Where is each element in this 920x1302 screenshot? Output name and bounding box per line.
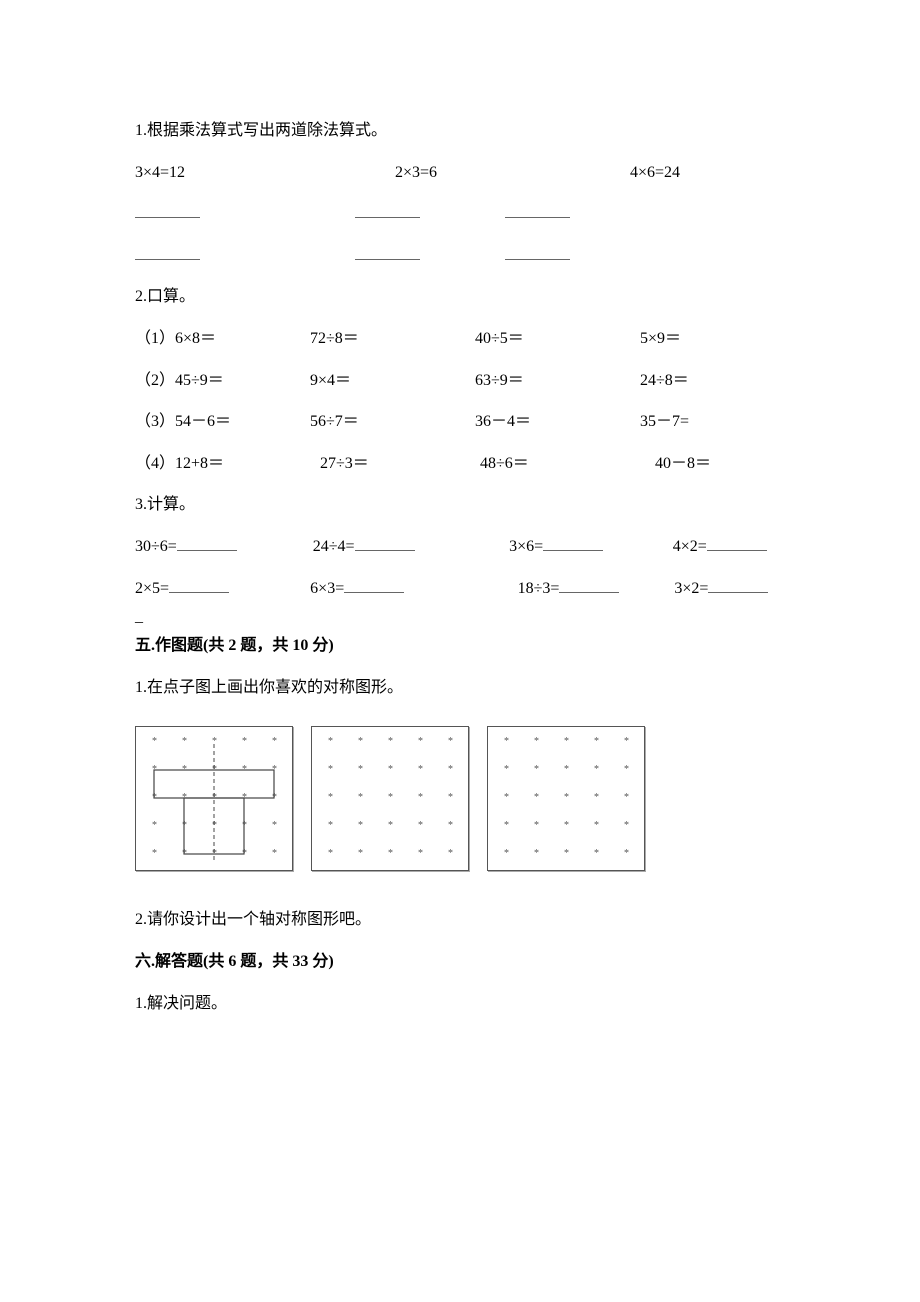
blank [505, 193, 655, 235]
dot-grid-3: ************************* [487, 726, 645, 871]
calc-item: 36－4＝ [475, 401, 640, 443]
calc-item: 3×6= [509, 526, 673, 568]
calc-item: （2）45÷9＝ [135, 360, 310, 402]
blank [135, 193, 355, 235]
dot-grid-1: ************************* [135, 726, 293, 871]
calc-item: 24÷4= [313, 526, 509, 568]
calc-item: 4×2= [673, 526, 785, 568]
sec6-header: 六.解答题(共 6 题，共 33 分) [135, 941, 785, 983]
calc-item: 72÷8＝ [310, 318, 475, 360]
calc-item: （1）6×8＝ [135, 318, 310, 360]
q2-row: （4）12+8＝ 27÷3＝ 48÷6＝ 40－8＝ [135, 443, 785, 485]
calc-item: 56÷7＝ [310, 401, 475, 443]
q1-items: 3×4=12 2×3=6 4×6=24 [135, 152, 785, 194]
q3-title: 3.计算。 [135, 484, 785, 526]
sec5-header: 五.作图题(共 2 题，共 10 分) [135, 625, 785, 667]
calc-item: 6×3= [310, 568, 517, 610]
calc-item: （3）54－6＝ [135, 401, 310, 443]
calc-item: 40－8＝ [655, 443, 775, 485]
sec6-q1: 1.解决问题。 [135, 983, 785, 1025]
calc-item: 2×5= [135, 568, 310, 610]
calc-item: 35－7= [640, 401, 780, 443]
calc-item: 40÷5＝ [475, 318, 640, 360]
q2-title: 2.口算。 [135, 276, 785, 318]
q2-row: （3）54－6＝ 56÷7＝ 36－4＝ 35－7= [135, 401, 785, 443]
blank [135, 235, 355, 277]
q1-blanks-row [135, 235, 785, 277]
calc-item: 9×4＝ [310, 360, 475, 402]
q2-row: （2）45÷9＝ 9×4＝ 63÷9＝ 24÷8＝ [135, 360, 785, 402]
sec5-q1: 1.在点子图上画出你喜欢的对称图形。 [135, 667, 785, 709]
q1-title: 1.根据乘法算式写出两道除法算式。 [135, 110, 785, 152]
dot-grid-2: ************************* [311, 726, 469, 871]
q1-item: 2×3=6 [395, 152, 630, 194]
calc-item: 3×2= [674, 568, 785, 610]
blank [355, 235, 505, 277]
calc-item: 5×9＝ [640, 318, 780, 360]
blank [505, 235, 655, 277]
sec5-q2: 2.请你设计出一个轴对称图形吧。 [135, 899, 785, 941]
q1-item: 4×6=24 [630, 152, 780, 194]
dot-grids: ************************* **************… [135, 726, 785, 871]
q2-row: （1）6×8＝ 72÷8＝ 40÷5＝ 5×9＝ [135, 318, 785, 360]
q1-item: 3×4=12 [135, 152, 395, 194]
calc-item: 48÷6＝ [480, 443, 655, 485]
calc-item: 63÷9＝ [475, 360, 640, 402]
q3-row: 2×5= 6×3= 18÷3= 3×2= [135, 568, 785, 610]
trailing-underscore: _ [135, 609, 785, 625]
q3-row: 30÷6= 24÷4= 3×6= 4×2= [135, 526, 785, 568]
calc-item: 18÷3= [518, 568, 675, 610]
blank [355, 193, 505, 235]
calc-item: 27÷3＝ [320, 443, 480, 485]
calc-item: （4）12+8＝ [135, 443, 320, 485]
calc-item: 24÷8＝ [640, 360, 780, 402]
calc-item: 30÷6= [135, 526, 313, 568]
q1-blanks-row [135, 193, 785, 235]
